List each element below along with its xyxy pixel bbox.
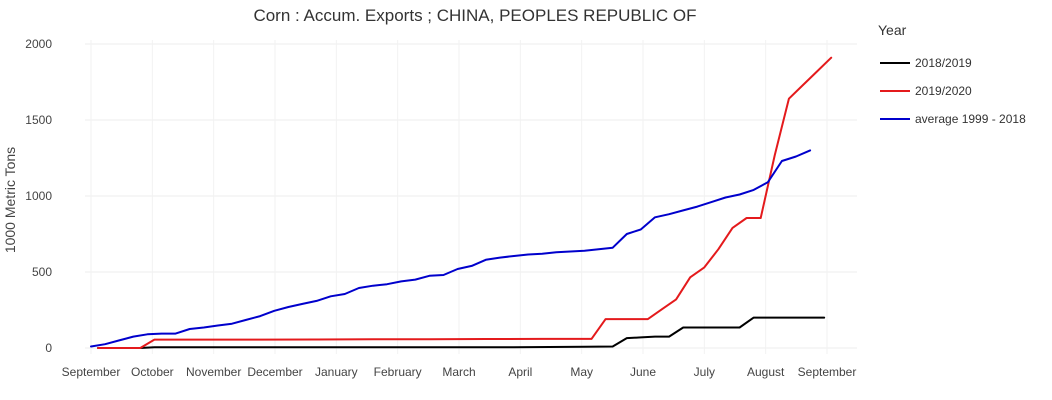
series-line-0 bbox=[97, 316, 826, 349]
legend-item-average[interactable]: average 1999 - 2018 bbox=[878, 112, 1048, 140]
chart-title: Corn : Accum. Exports ; CHINA, PEOPLES R… bbox=[253, 6, 697, 25]
x-tick-label: January bbox=[315, 365, 358, 379]
x-tick-label: September bbox=[62, 365, 121, 379]
y-tick-label: 0 bbox=[45, 341, 52, 355]
x-tick-label: March bbox=[442, 365, 475, 379]
series-line-1 bbox=[97, 56, 833, 349]
x-tick-label: December bbox=[247, 365, 302, 379]
grid bbox=[85, 40, 857, 354]
legend-item-2019-2020[interactable]: 2019/2020 bbox=[878, 84, 1048, 112]
legend: Year 2018/2019 2019/2020 average 1999 - … bbox=[878, 22, 1048, 140]
y-tick-label: 1500 bbox=[25, 113, 52, 127]
series-lines bbox=[90, 56, 833, 349]
y-axis-label: 1000 Metric Tons bbox=[2, 147, 18, 253]
y-tick-label: 500 bbox=[32, 265, 52, 279]
x-tick-label: June bbox=[630, 365, 656, 379]
x-tick-label: July bbox=[694, 365, 715, 379]
legend-title: Year bbox=[878, 22, 907, 38]
series-line-2 bbox=[90, 149, 812, 348]
x-tick-label: February bbox=[374, 365, 422, 379]
axes: 0 500 1000 1500 2000 September October November… bbox=[25, 37, 856, 379]
legend-swatch-average bbox=[880, 118, 910, 120]
x-tick-label: September bbox=[798, 365, 857, 379]
x-tick-label: May bbox=[570, 365, 593, 379]
x-tick-label: April bbox=[508, 365, 532, 379]
legend-label-2018-2019: 2018/2019 bbox=[915, 56, 972, 70]
y-tick-label: 1000 bbox=[25, 189, 52, 203]
x-tick-label: August bbox=[747, 365, 785, 379]
y-tick-label: 2000 bbox=[25, 37, 52, 51]
legend-label-average: average 1999 - 2018 bbox=[915, 112, 1026, 126]
legend-swatch-2018-2019 bbox=[880, 62, 910, 64]
x-tick-label: October bbox=[131, 365, 174, 379]
legend-label-2019-2020: 2019/2020 bbox=[915, 84, 972, 98]
legend-item-2018-2019[interactable]: 2018/2019 bbox=[878, 56, 1048, 84]
legend-swatch-2019-2020 bbox=[880, 90, 910, 92]
x-tick-label: November bbox=[186, 365, 241, 379]
